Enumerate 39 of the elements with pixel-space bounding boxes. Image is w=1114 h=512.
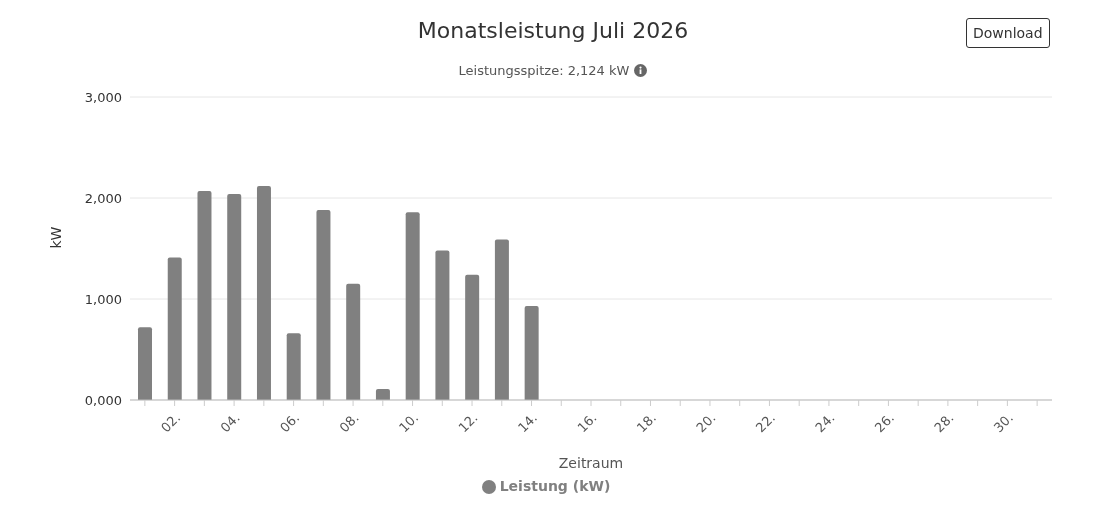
x-tick-label: 20. [693, 410, 719, 436]
bar [405, 212, 420, 400]
x-axis-title: Zeitraum [558, 455, 624, 471]
bar [197, 190, 212, 400]
download-button: Download [966, 18, 1050, 48]
x-tick-label: 30. [990, 410, 1017, 436]
x-tick-label: 26. [871, 410, 898, 436]
y-tick-label: 0,000 [84, 392, 122, 408]
bar [494, 239, 509, 400]
x-tick-label: 06. [276, 410, 303, 436]
bar [346, 283, 361, 400]
bar [138, 327, 152, 400]
y-axis-title: kW [47, 226, 64, 249]
bar [167, 257, 182, 400]
x-tick-label: 28. [931, 410, 957, 436]
x-tick-label: 14. [514, 410, 541, 436]
x-tick-label: 08. [336, 410, 362, 436]
chart-title: Monatsleistung Juli 2026 [417, 18, 689, 43]
y-tick-label: 3,000 [84, 89, 122, 105]
x-tick-label: 22. [752, 410, 779, 436]
x-tick-label: 18. [633, 410, 660, 436]
legend-label: Leistung (kW) [499, 478, 611, 494]
y-tick-label: 2,000 [84, 190, 122, 206]
x-tick-label: 10. [395, 410, 422, 436]
x-tick-label: 12. [455, 410, 481, 436]
x-tick-label: 04. [217, 410, 243, 436]
bar [524, 306, 539, 400]
bar [227, 193, 242, 400]
x-tick-label: 16. [574, 410, 600, 436]
bar [435, 250, 450, 400]
bar [286, 333, 301, 400]
bar [256, 185, 271, 400]
y-tick-label: 1,000 [84, 291, 122, 307]
chart-subtitle: Leistungsspitze: 2,124 kW [458, 63, 630, 78]
x-tick-label: 24. [812, 410, 838, 436]
bar [375, 388, 390, 400]
x-tick-label: 02. [158, 410, 184, 436]
bar [465, 274, 480, 400]
bar [316, 210, 331, 400]
